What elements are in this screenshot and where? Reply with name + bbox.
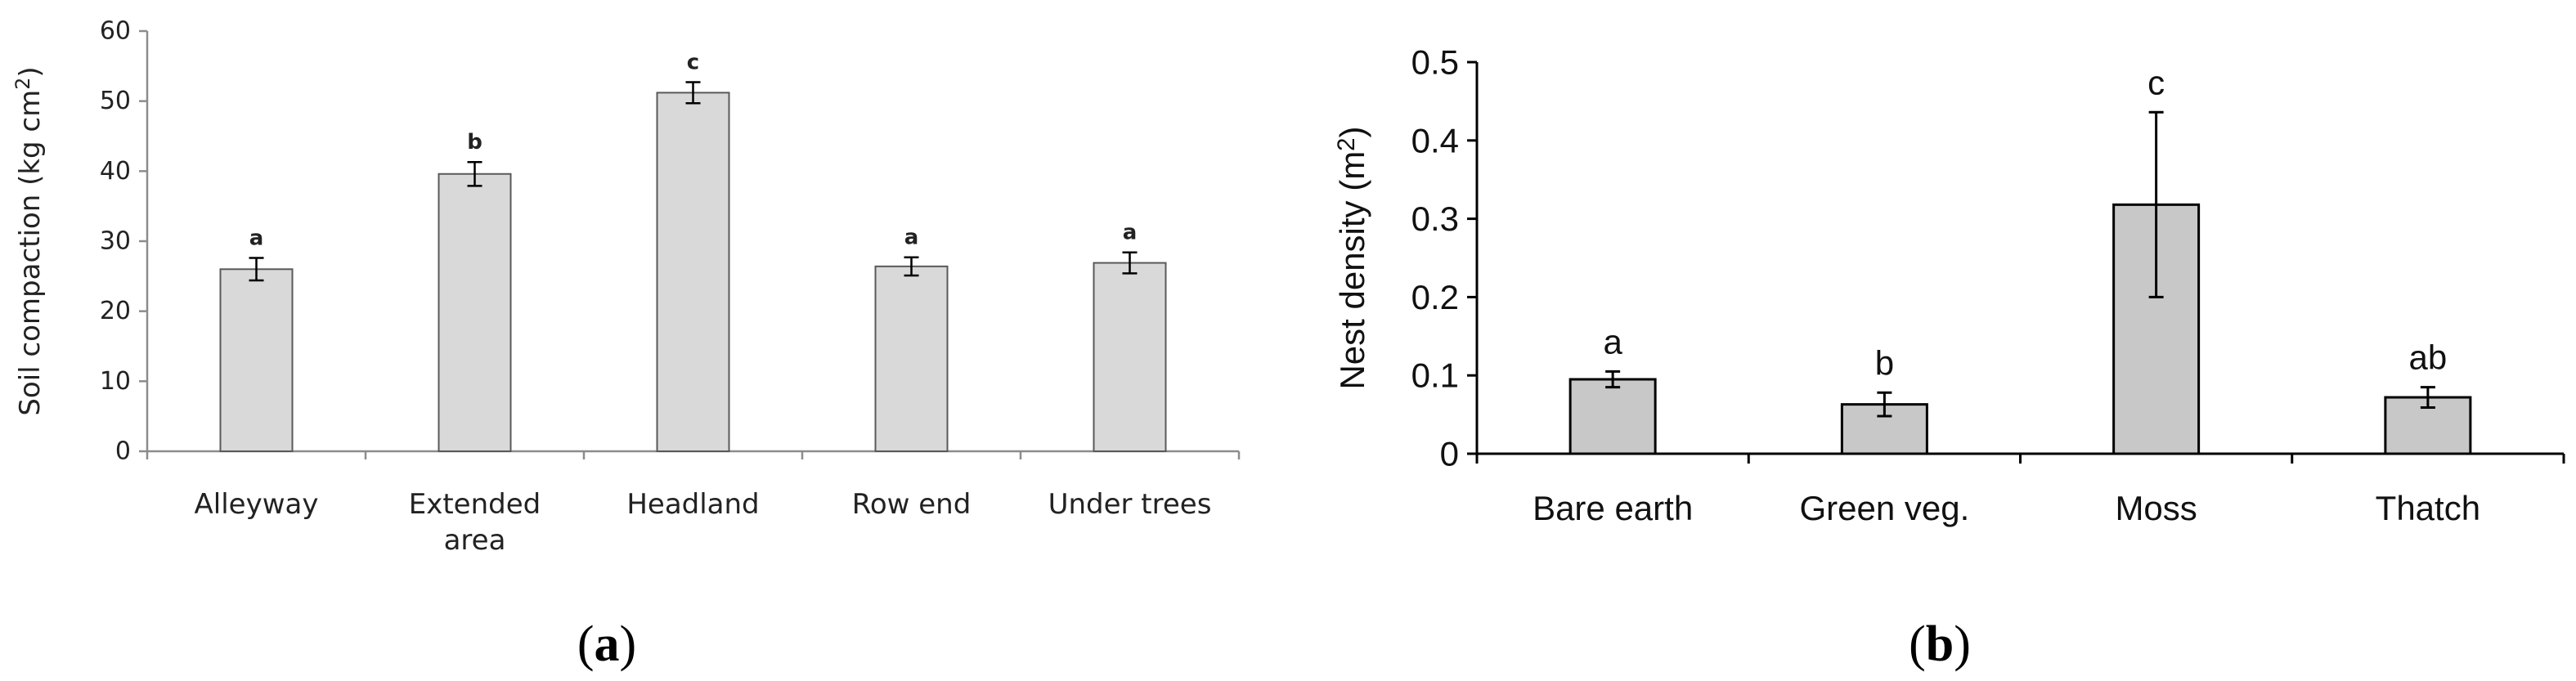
x-tick-label: Moss <box>2115 489 2197 527</box>
panel-label-letter: a <box>595 616 620 672</box>
y-tick-label: 0.3 <box>1411 199 1459 238</box>
x-tick-label: Alleyway <box>195 488 319 521</box>
y-axis-title: Nest density (m2) <box>1333 126 1371 389</box>
y-axis-title-text: Nest density (m <box>1333 151 1371 390</box>
x-tick-label-line: Row end <box>852 488 972 521</box>
y-tick-label: 0.4 <box>1411 121 1459 159</box>
significance-label: b <box>1875 343 1894 382</box>
x-tick-label-line: Bare earth <box>1533 489 1693 527</box>
bar <box>438 172 512 452</box>
x-tick-label: Green veg. <box>1799 489 1969 527</box>
significance-label: a <box>1123 221 1138 245</box>
significance-label: c <box>2147 63 2165 101</box>
bar <box>656 92 730 453</box>
x-tick-label-line: Thatch <box>2376 489 2480 527</box>
x-tick-label-line: Moss <box>2115 489 2197 527</box>
x-tick-label-line: Green veg. <box>1799 489 1969 527</box>
y-axis-title-superscript: 2 <box>1333 137 1360 150</box>
y-tick-label: 20 <box>100 297 131 325</box>
y-tick-label: 30 <box>100 227 131 256</box>
y-tick-label: 50 <box>100 87 131 115</box>
significance-label: c <box>687 51 699 75</box>
significance-label: a <box>904 226 919 250</box>
y-axis-title-close: ) <box>1333 126 1371 137</box>
panel-label-open: ( <box>577 616 595 672</box>
panel-label-letter: b <box>1926 616 1954 672</box>
x-tick-label: Headland <box>626 488 759 521</box>
x-tick-label: Thatch <box>2376 489 2480 527</box>
y-tick-label: 0.5 <box>1411 43 1459 82</box>
y-tick-label: 0.2 <box>1411 278 1459 316</box>
panel-label: (a) <box>577 616 636 672</box>
y-tick-label: 10 <box>100 367 131 396</box>
y-tick-label: 60 <box>100 17 131 46</box>
panel-a-chart: 0 10 20 30 40 50 60 a Alleyway b Extended area c Head… <box>11 17 1241 672</box>
y-tick-label: 40 <box>100 157 131 186</box>
significance-label: a <box>1603 322 1622 361</box>
significance-label: a <box>249 226 264 251</box>
y-axis-title-close: ) <box>14 66 47 77</box>
x-tick-label-line: area <box>444 524 506 557</box>
bar <box>874 265 949 452</box>
x-tick-label-line: Headland <box>626 488 759 521</box>
x-tick-label: Under trees <box>1048 488 1212 521</box>
y-tick-label: 0 <box>115 437 131 466</box>
y-axis-title-text: Soil compaction (kg cm <box>14 90 47 416</box>
bar <box>219 268 294 452</box>
panel-label-close: ) <box>1954 616 1971 672</box>
panel-b-chart: 0 0.1 0.2 0.3 0.4 0.5 a Bare earth b Green veg. c M… <box>1333 43 2565 672</box>
x-tick-label-line: Under trees <box>1048 488 1212 521</box>
panel-label-open: ( <box>1909 616 1926 672</box>
significance-label: b <box>467 130 482 155</box>
x-tick-label-line: Extended <box>409 488 541 521</box>
x-tick-label: Extended area <box>409 488 541 557</box>
panel-label: (b) <box>1909 616 1971 672</box>
bar <box>1568 378 1657 455</box>
y-tick-label: 0.1 <box>1411 356 1459 395</box>
x-tick-label: Bare earth <box>1533 489 1693 527</box>
bar <box>1093 262 1167 452</box>
panel-label-close: ) <box>620 616 637 672</box>
significance-label: ab <box>2409 338 2448 377</box>
y-axis-title: Soil compaction (kg cm2) <box>11 66 47 415</box>
y-axis-title-superscript: 2 <box>11 78 34 90</box>
x-tick-label: Row end <box>852 488 972 521</box>
y-tick-label: 0 <box>1440 435 1459 473</box>
x-tick-label-line: Alleyway <box>195 488 319 521</box>
